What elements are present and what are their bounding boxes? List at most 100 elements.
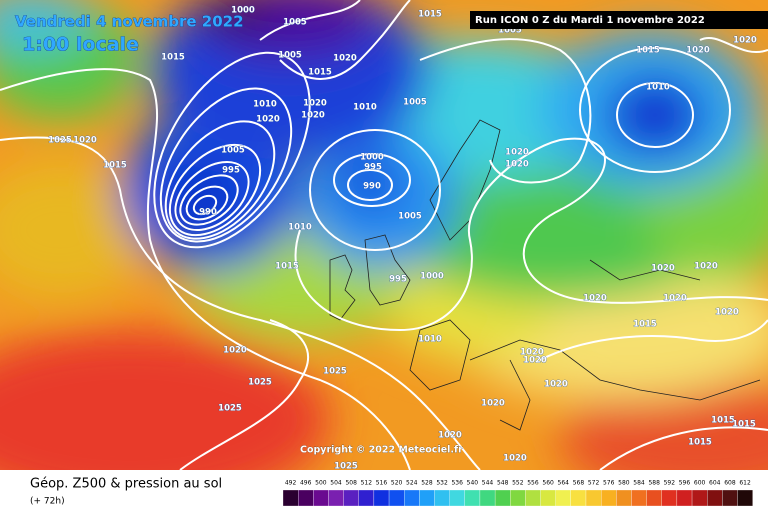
isobar-label: 1025 [218,404,242,414]
isobar-label: 1020 [715,308,739,318]
colorbar-label: 556 [527,480,539,487]
isobar-label: 1020 [651,264,675,274]
isobar-label: 1020 [523,356,547,366]
isobar-label: 1015 [418,10,442,20]
isobar-label: 1015 [103,161,127,171]
map-date: Vendredi 4 novembre 2022 [15,13,244,31]
isobar-label: 990 [199,208,217,218]
colorbar-swatch [328,489,344,507]
isobar-label: 1020 [686,46,710,56]
isobar-label: 1005 [278,51,302,61]
colorbar-swatch [722,489,738,507]
colorbar-label: 544 [482,480,494,487]
colorbar-label: 560 [542,480,554,487]
colorbar-label: 588 [648,480,660,487]
colorbar-swatch [282,489,299,507]
colorbar-swatch [419,489,435,507]
isobar-label: 1000 [420,272,444,282]
colorbar-label: 612 [739,480,751,487]
isobar-label: 1020 [301,111,325,121]
isobar-label: 1020 [333,54,357,64]
colorbar-swatch [737,489,753,507]
isobar-label: 1020 [438,431,462,441]
colorbar-label: 540 [467,480,479,487]
colorbar-swatch [343,489,359,507]
isobar-label: 1015 [275,262,299,272]
isobar-label: 1020 [303,99,327,109]
isobar-label: 1015 [633,320,657,330]
colorbar-swatch [631,489,647,507]
isobar-label: 1020 [503,454,527,464]
isobar-label: 1015 [711,416,735,426]
colorbar-label: 496 [300,480,312,487]
colorbar-label: 552 [512,480,524,487]
isobar-label: 1000 [231,6,255,16]
isobar-label: 1020 [505,148,529,158]
colorbar-swatch [616,489,632,507]
isobar-label: 1005 [221,146,245,156]
colorbar-label: 500 [315,480,327,487]
colorbar-swatch [540,489,556,507]
colorbar-label: 516 [376,480,388,487]
colorbar-label: 604 [709,480,721,487]
colorbar-label: 580 [618,480,630,487]
colorbar-label: 608 [724,480,736,487]
isobar-label: 1020 [583,294,607,304]
isobar-label: 1020 [544,380,568,390]
isobar-label: 1005 [398,212,422,222]
colorbar-label: 576 [603,480,615,487]
isobar-label: 1020 [223,346,247,356]
colorbar-swatch [646,489,662,507]
colorbar-swatch [358,489,375,507]
isobar-label: 1010 [353,103,377,113]
isobar-label: 1025 [248,378,272,388]
isobar-label: 1005 [498,26,522,36]
colorbar-swatch [313,489,329,507]
colorbar-swatch [525,489,541,507]
isobar-label: 1010 [253,100,277,110]
isobar-label: 1015 [688,438,712,448]
colorbar-swatch [434,489,450,507]
isobar-label: 1005 [403,98,427,108]
isobar-label: 1020 [733,36,757,46]
isobar-label: 1015 [308,68,332,78]
coastlines [329,119,761,431]
colorbar-swatch [555,489,572,507]
isobar-label: 1015 [732,420,756,430]
colorbar-swatch [661,489,678,507]
isobar-label: 1005 [283,18,307,28]
isobar-label: 1025 [48,136,72,146]
isobar-label: 1025 [334,462,358,472]
colorbar-label: 564 [558,480,570,487]
colorbar-label: 508 [345,480,357,487]
isobar-label: 1025 [323,367,347,377]
isobar-label: 1020 [73,136,97,146]
colorbar-swatch [373,489,390,507]
isobar-label: 1010 [646,83,670,93]
colorbar-swatch [297,489,314,507]
isobars [0,0,768,470]
colorbar: 492 496 500 504 508 512 516 520 524 528 532 536 540 5… [282,480,753,507]
colorbar-swatch [691,489,708,507]
colorbar-swatch [404,489,420,507]
colorbar-swatch [601,489,617,507]
isobar-label: 995 [222,166,240,176]
colorbar-label: 520 [391,480,403,487]
colorbar-label: 504 [330,480,342,487]
colorbar-label: 512 [361,480,373,487]
isobar-label: 1020 [505,160,529,170]
isobar-label: 1020 [694,262,718,272]
colorbar-swatch [479,489,496,507]
colorbar-swatch [510,489,526,507]
run-label: Run ICON 0 Z du Mardi 1 novembre 2022 [475,15,705,26]
run-banner [470,11,768,29]
isobar-label: 1020 [520,348,544,358]
lead-label: (+ 72h) [30,497,65,507]
colorbar-label: 524 [406,480,418,487]
isobar-label: 1020 [481,399,505,409]
isobar-label: 1020 [663,294,687,304]
isobar-label: 1000 [360,153,384,163]
